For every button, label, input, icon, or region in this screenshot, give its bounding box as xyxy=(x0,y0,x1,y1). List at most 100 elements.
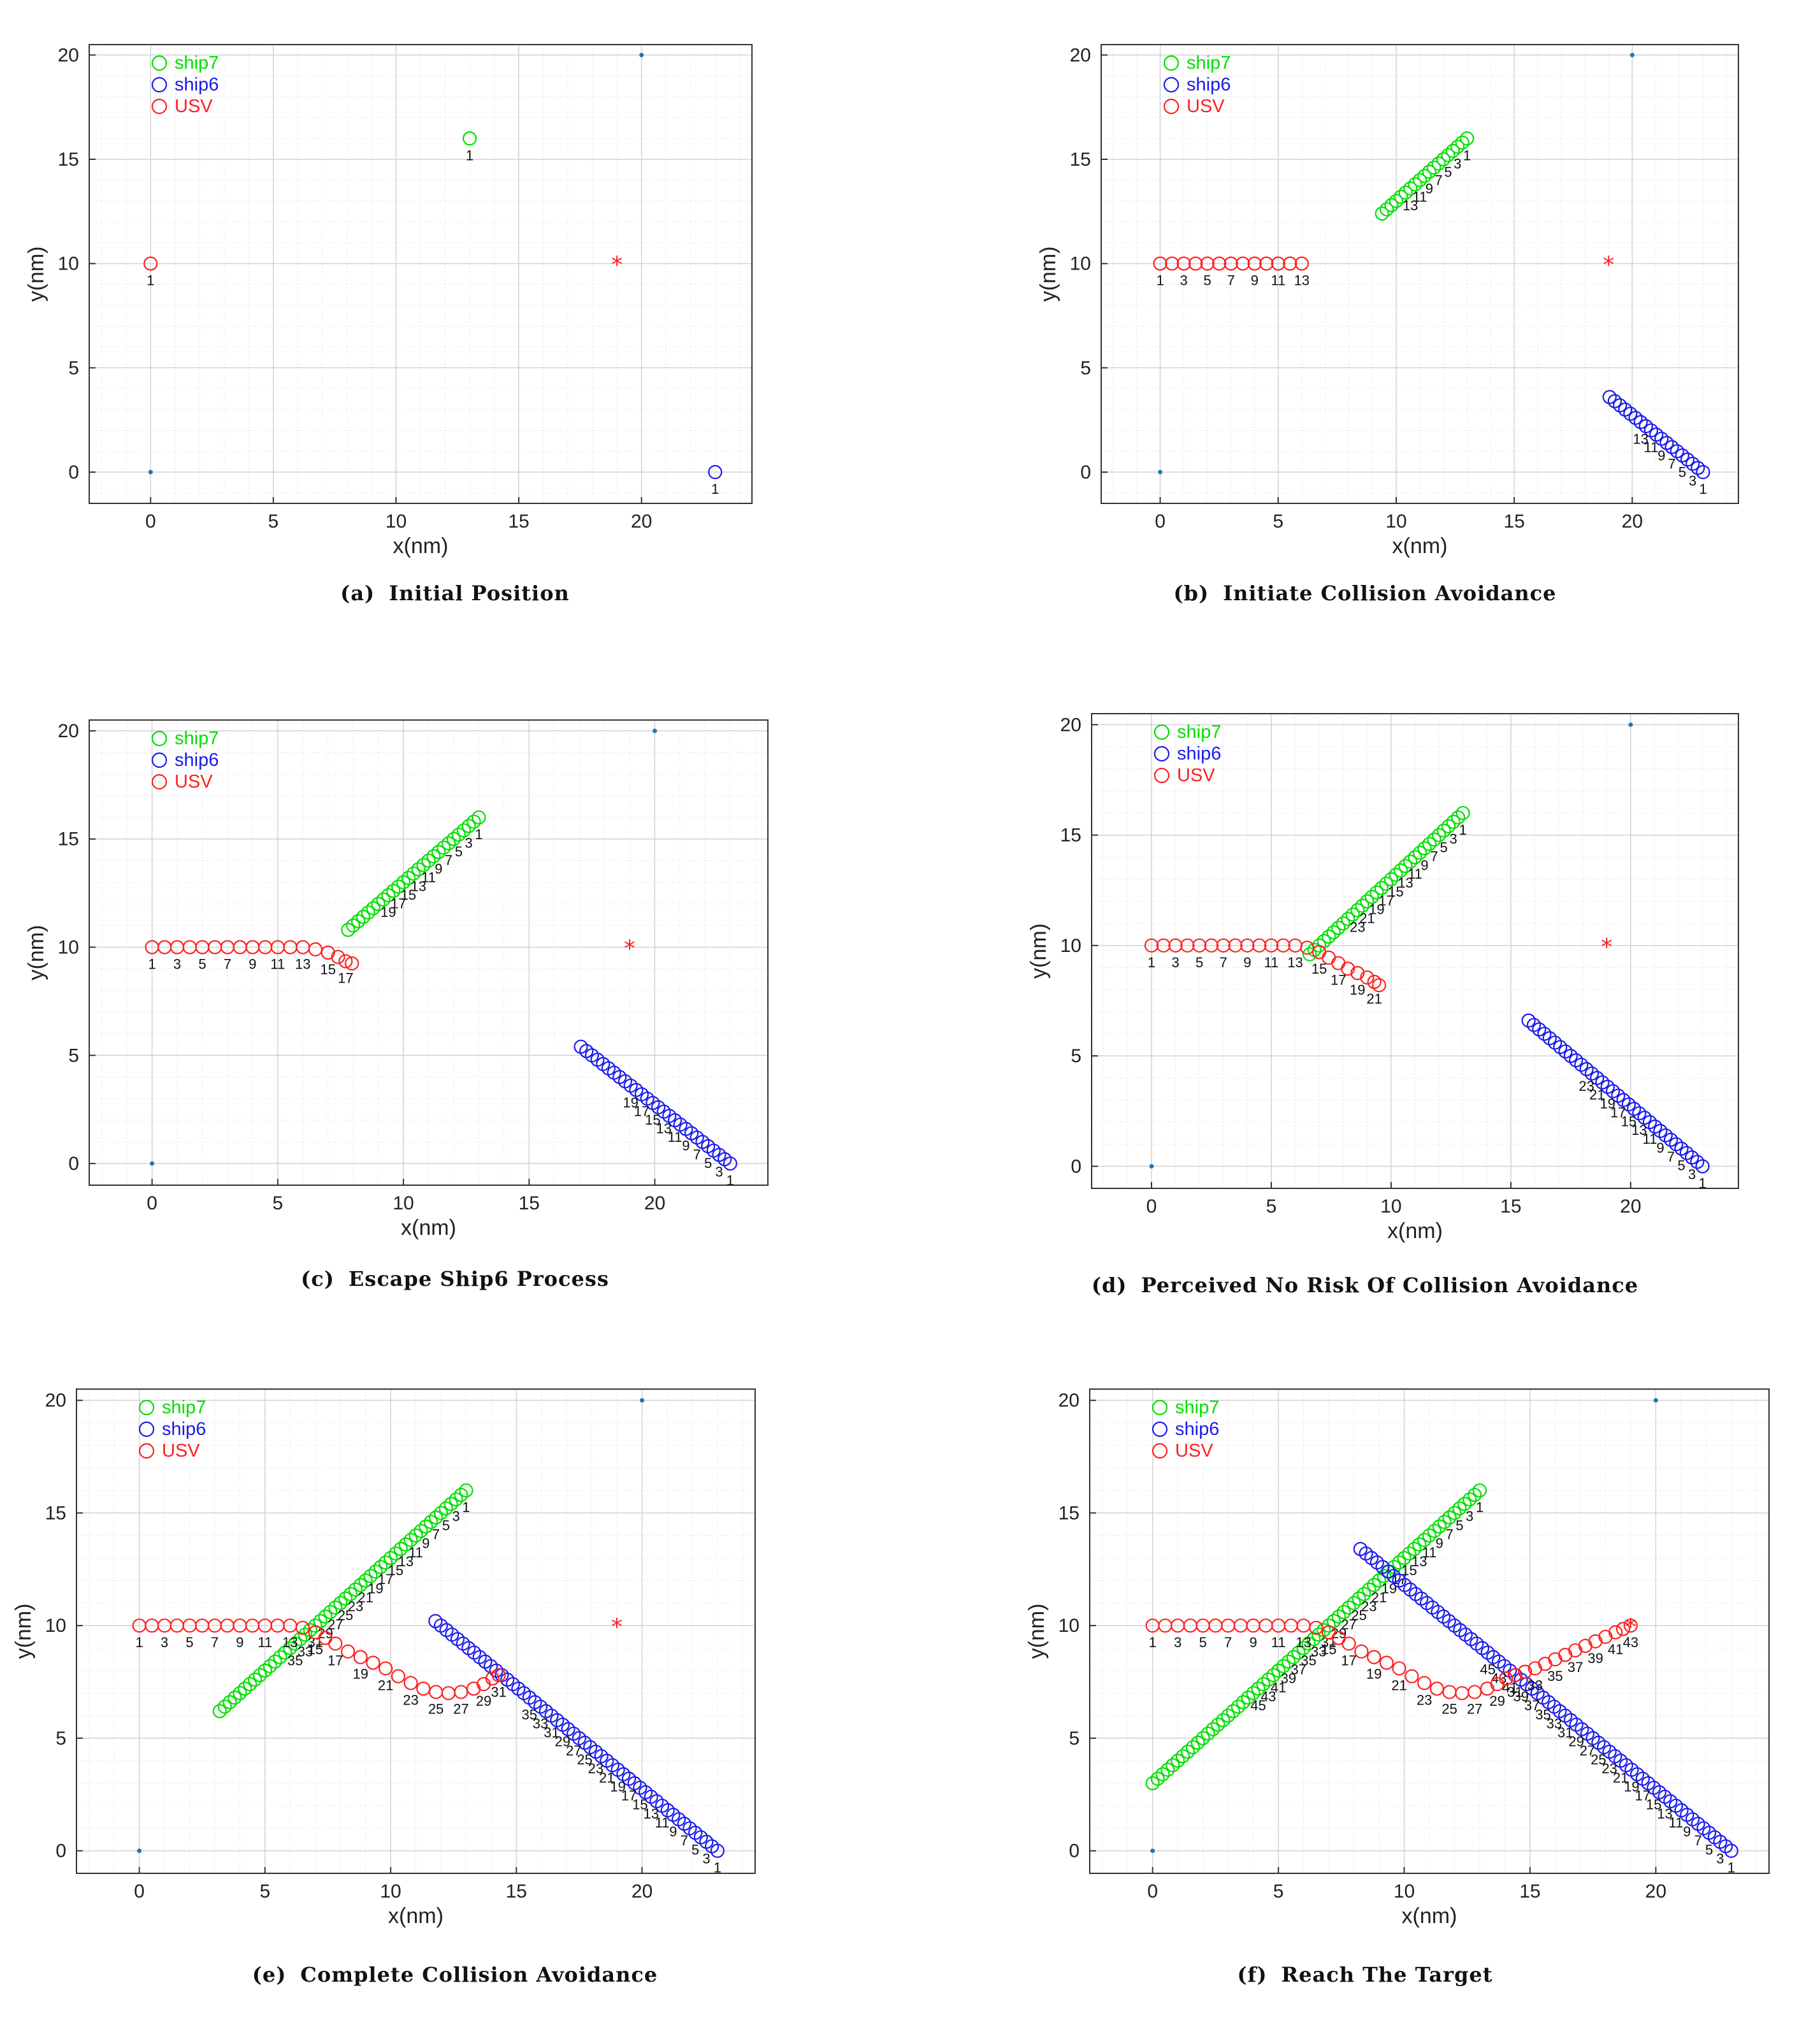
axes-box xyxy=(89,44,753,504)
data-label: 15 xyxy=(632,1797,647,1813)
x-tick-label: 15 xyxy=(1519,1881,1540,1902)
data-point xyxy=(381,888,396,903)
axes-box xyxy=(1089,1388,1770,1874)
data-label: 31 xyxy=(1507,1684,1522,1700)
data-point xyxy=(1374,881,1389,895)
caption-title: Initial Position xyxy=(389,581,570,605)
data-point xyxy=(308,942,323,957)
data-point xyxy=(1331,956,1346,970)
legend-label: ship6 xyxy=(175,750,219,770)
data-point xyxy=(1417,1532,1432,1547)
data-label: 9 xyxy=(435,861,442,877)
y-axis-label: y(nm) xyxy=(1027,923,1051,979)
data-label: 33 xyxy=(1528,1677,1543,1693)
data-label: 13 xyxy=(1294,273,1310,289)
data-point xyxy=(1670,444,1684,459)
data-label: 17 xyxy=(338,970,353,986)
data-label: 33 xyxy=(298,1643,313,1659)
data-point xyxy=(340,1644,356,1659)
data-label: 17 xyxy=(621,1788,637,1804)
data-point xyxy=(1532,1022,1547,1037)
data-point xyxy=(1658,1128,1673,1142)
data-point xyxy=(363,1569,378,1583)
data-label: 41 xyxy=(1608,1641,1623,1657)
data-point xyxy=(379,1661,393,1676)
legend-marker xyxy=(151,55,168,71)
data-point xyxy=(1431,828,1447,842)
data-point xyxy=(1607,394,1622,408)
data-point xyxy=(1301,1636,1316,1651)
data-label: 19 xyxy=(368,1580,383,1596)
data-point xyxy=(333,1596,348,1610)
data-label: 9 xyxy=(1658,448,1665,464)
data-point xyxy=(1674,1141,1689,1156)
data-point xyxy=(1236,256,1250,271)
data-point xyxy=(1446,814,1461,829)
y-tick-label: 10 xyxy=(58,254,79,275)
data-label: 17 xyxy=(1331,972,1346,988)
data-point xyxy=(1247,256,1262,271)
reference-dot xyxy=(1628,722,1633,727)
data-point xyxy=(1643,423,1659,438)
y-tick-label: 0 xyxy=(55,1841,66,1862)
caption-f: (f) Reach The Target xyxy=(910,1963,1820,1987)
data-label: 11 xyxy=(668,1129,682,1145)
data-point xyxy=(1192,938,1207,953)
data-label: 31 xyxy=(1557,1725,1573,1741)
data-point xyxy=(1228,938,1243,953)
data-point xyxy=(273,1650,287,1664)
data-point xyxy=(1462,1492,1477,1507)
data-label: 5 xyxy=(442,1517,450,1533)
data-point xyxy=(1256,1676,1271,1692)
data-point xyxy=(278,1645,292,1660)
data-point xyxy=(1360,894,1375,909)
data-point xyxy=(1663,1132,1679,1147)
data-point xyxy=(1648,1119,1663,1134)
data-point xyxy=(353,1578,368,1592)
data-point xyxy=(348,1582,363,1597)
data-label: 13 xyxy=(410,878,426,894)
data-point xyxy=(1600,1079,1615,1094)
data-point xyxy=(1696,465,1710,480)
data-point xyxy=(1467,1488,1482,1502)
data-point xyxy=(1397,1551,1412,1566)
data-point xyxy=(1251,1682,1266,1696)
data-label: 13 xyxy=(1296,1634,1311,1650)
x-tick-label: 5 xyxy=(1273,1881,1284,1902)
data-point xyxy=(1427,160,1441,175)
data-label: 35 xyxy=(1301,1652,1316,1668)
data-point xyxy=(1311,1627,1326,1642)
data-point xyxy=(1322,929,1336,944)
data-label: 7 xyxy=(1668,456,1675,472)
data-label: 31 xyxy=(544,1725,559,1741)
data-label: 3 xyxy=(1174,1634,1181,1650)
data-point xyxy=(1441,148,1455,162)
data-label: 25 xyxy=(1591,1752,1606,1768)
data-label: 25 xyxy=(1441,1701,1457,1717)
data-point xyxy=(1563,1048,1578,1063)
data-point xyxy=(424,1515,438,1529)
data-label: 11 xyxy=(408,1545,423,1560)
data-point xyxy=(505,1676,520,1692)
data-label: 7 xyxy=(1430,849,1438,865)
data-point xyxy=(1553,1040,1568,1055)
data-label: 33 xyxy=(1311,1643,1326,1659)
data-point xyxy=(1470,1636,1484,1651)
data-label: 17 xyxy=(1378,893,1394,909)
panel-c: 0 5 10 15 20 0 5 10 15 20 x(nm) y(nm) * 1 3 5 7 9 11 13 15 17… xyxy=(0,682,910,1350)
data-point xyxy=(1579,1062,1594,1076)
data-label: 5 xyxy=(691,1841,699,1857)
legend-label: ship7 xyxy=(1177,722,1221,742)
data-label: 41 xyxy=(1271,1680,1286,1696)
data-point xyxy=(1412,173,1427,187)
data-label: 17 xyxy=(1341,1652,1356,1668)
data-label: 11 xyxy=(655,1815,670,1831)
reference-dot xyxy=(653,728,657,733)
data-point xyxy=(1558,1044,1573,1059)
data-point xyxy=(1355,898,1369,913)
